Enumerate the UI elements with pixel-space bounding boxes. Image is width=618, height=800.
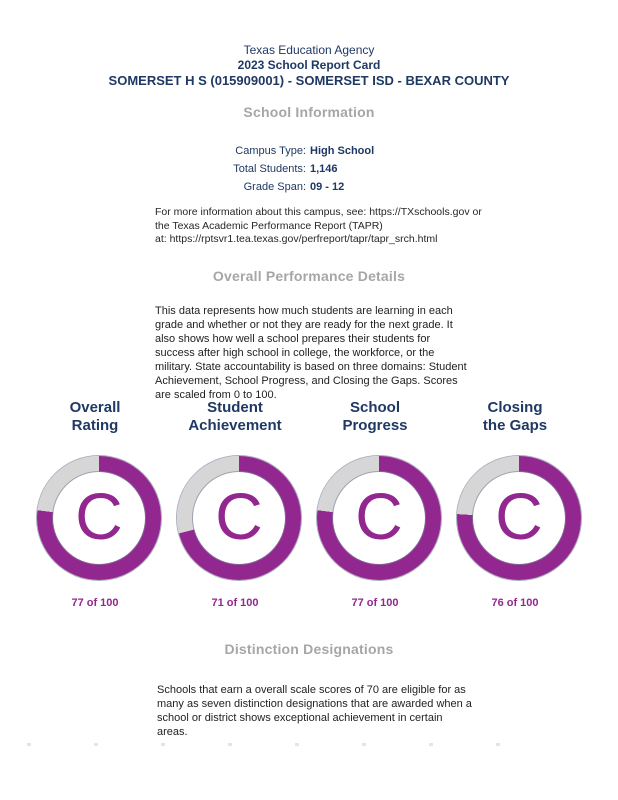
description-line: many as seven distinction designations t… (157, 698, 472, 710)
field-row-grade-span: Grade Span: 09 - 12 (0, 178, 618, 196)
section-heading-school-information: School Information (243, 104, 375, 120)
more-info-line-3: at: https://rptsvr1.tea.texas.gov/perfre… (155, 233, 525, 247)
domain-title-row: Overall Rating Student Achievement School P… (25, 399, 585, 435)
score-donut-chart: C (177, 456, 301, 580)
truncated-row-marker (362, 743, 366, 746)
score-donut-chart: C (457, 456, 581, 580)
donut-cell-closing-the-gaps: C (445, 456, 585, 580)
score-label: 77 of 100 (351, 597, 399, 609)
field-value: 1,146 (310, 163, 338, 175)
description-line: Achievement, School Progress, and Closin… (155, 375, 458, 387)
more-info-text-segment: For more information about this campus, … (155, 206, 370, 218)
description-line: are scaled from 0 to 100. (155, 389, 277, 401)
school-info-fields: Campus Type: High School Total Students:… (0, 142, 618, 196)
score-label-row: 77 of 100 71 of 100 77 of 100 76 of 100 (25, 597, 585, 609)
domain-title-text: School Progress (342, 399, 408, 434)
agency-name: Texas Education Agency (243, 43, 375, 57)
score-label: 71 of 100 (211, 597, 259, 609)
donut-hole: C (53, 472, 145, 564)
field-row-campus-type: Campus Type: High School (0, 142, 618, 160)
field-row-total-students: Total Students: 1,146 (0, 160, 618, 178)
more-info-line-1: For more information about this campus, … (155, 206, 525, 220)
truncated-row-marker (496, 743, 500, 746)
truncated-row-marker (94, 743, 98, 746)
description-line: also shows how well a school prepares th… (155, 333, 431, 345)
donut-hole: C (333, 472, 425, 564)
description-line: Schools that earn a overall scale scores… (157, 684, 466, 696)
donut-hole: C (193, 472, 285, 564)
more-info-text-segment: or (469, 206, 482, 218)
score-donut-chart: C (317, 456, 441, 580)
truncated-row-marker (228, 743, 232, 746)
grade-letter: C (75, 479, 123, 553)
donut-cell-overall-rating: C (25, 456, 165, 580)
truncated-row-marker (27, 743, 31, 746)
more-info-text-segment: at: (155, 233, 170, 245)
donut-cell-school-progress: C (305, 456, 445, 580)
description-line: success after high school in college, th… (155, 347, 435, 359)
donut-chart-row: C C C C (25, 456, 585, 580)
domain-title-text: Student Achievement (188, 399, 282, 434)
grade-letter: C (215, 479, 263, 553)
txschools-link[interactable]: https://TXschools.gov (369, 206, 470, 218)
grade-letter: C (495, 479, 543, 553)
domain-title-closing-the-gaps: Closing the Gaps (445, 399, 585, 435)
score-label: 76 of 100 (491, 597, 539, 609)
description-line: school or district shows exceptional ach… (157, 712, 443, 724)
score-cell: 77 of 100 (25, 597, 165, 609)
more-info-text: For more information about this campus, … (155, 206, 525, 247)
truncated-row-marker (429, 743, 433, 746)
donut-cell-student-achievement: C (165, 456, 305, 580)
truncated-row-marker (161, 743, 165, 746)
description-line: This data represents how much students a… (155, 305, 453, 317)
donut-hole: C (473, 472, 565, 564)
domain-title-student-achievement: Student Achievement (165, 399, 305, 435)
description-line: grade and whether or not they are ready … (155, 319, 453, 331)
domain-title-text: Closing the Gaps (482, 399, 548, 434)
description-line: military. State accountability is based … (155, 361, 467, 373)
field-label: Total Students: (233, 163, 306, 175)
section-heading-distinction-designations: Distinction Designations (224, 641, 394, 657)
field-value: High School (310, 145, 375, 157)
truncated-row-marker (295, 743, 299, 746)
domain-title-school-progress: School Progress (305, 399, 445, 435)
domain-title-text: Overall Rating (69, 399, 121, 434)
score-donut-chart: C (37, 456, 161, 580)
section-heading-overall-performance: Overall Performance Details (212, 268, 406, 284)
field-value: 09 - 12 (310, 181, 345, 193)
description-line: areas. (157, 726, 188, 738)
field-label: Grade Span: (243, 181, 306, 193)
grade-letter: C (355, 479, 403, 553)
tapr-link[interactable]: https://rptsvr1.tea.texas.gov/perfreport… (169, 233, 438, 245)
field-label: Campus Type: (235, 145, 306, 157)
score-label: 77 of 100 (71, 597, 119, 609)
performance-description: This data represents how much students a… (155, 304, 525, 402)
score-cell: 76 of 100 (445, 597, 585, 609)
campus-district-county-line: SOMERSET H S (015909001) - SOMERSET ISD … (108, 73, 510, 88)
score-cell: 77 of 100 (305, 597, 445, 609)
distinction-description: Schools that earn a overall scale scores… (157, 683, 527, 739)
score-cell: 71 of 100 (165, 597, 305, 609)
domain-title-overall-rating: Overall Rating (25, 399, 165, 435)
report-title: 2023 School Report Card (237, 58, 381, 72)
more-info-line-2: the Texas Academic Performance Report (T… (155, 219, 383, 232)
